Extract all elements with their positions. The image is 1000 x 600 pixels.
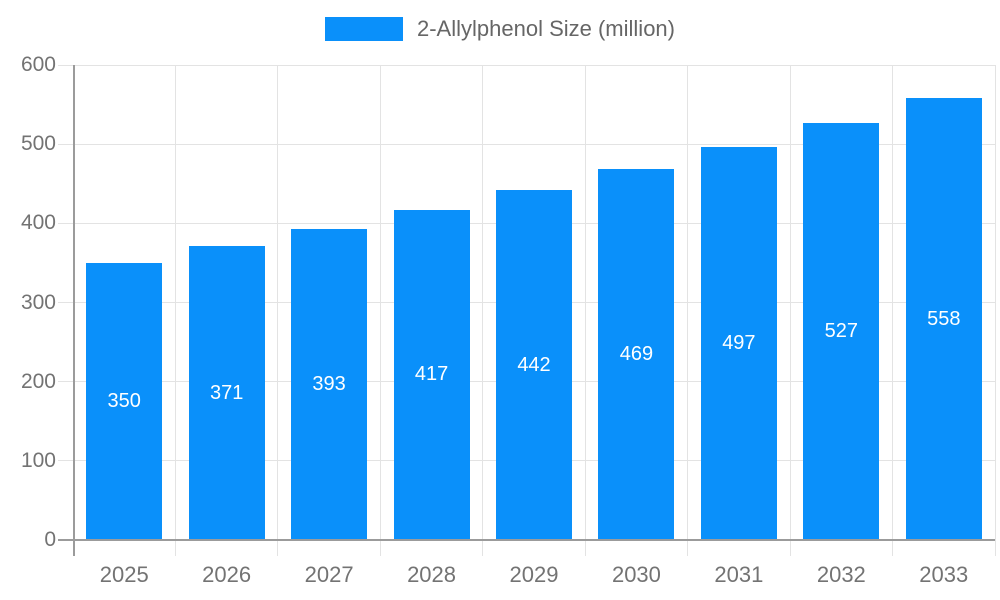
bar-2026: 371 bbox=[188, 246, 265, 540]
x-tick-label: 2029 bbox=[509, 562, 559, 587]
bar-value-label: 371 bbox=[209, 381, 244, 404]
x-tick-label: 2025 bbox=[99, 562, 149, 587]
bar-value-label: 442 bbox=[517, 353, 551, 376]
bar-2032: 527 bbox=[803, 122, 880, 540]
y-axis-line bbox=[73, 65, 75, 556]
gridline-v bbox=[892, 65, 894, 556]
bar-2029: 442 bbox=[496, 190, 572, 540]
gridline-v bbox=[277, 65, 279, 556]
gridline-h bbox=[58, 143, 995, 145]
gridline-h bbox=[58, 64, 995, 66]
bar-2025: 350 bbox=[86, 262, 163, 540]
y-tick-label: 200 bbox=[20, 369, 56, 393]
x-tick-label: 2032 bbox=[816, 562, 866, 587]
gridline-v bbox=[379, 65, 381, 556]
x-axis-line bbox=[58, 539, 995, 541]
bar-value-label: 469 bbox=[619, 342, 654, 365]
x-tick-label: 2030 bbox=[611, 562, 661, 587]
bar-2033: 558 bbox=[905, 98, 982, 540]
gridline-v bbox=[584, 65, 586, 556]
y-tick-label: 0 bbox=[44, 528, 56, 551]
bar-value-label: 417 bbox=[414, 363, 449, 386]
gridline-v bbox=[687, 65, 689, 556]
bar-2030: 469 bbox=[598, 168, 675, 540]
legend-swatch-icon bbox=[325, 17, 403, 41]
gridline-v bbox=[174, 65, 176, 556]
x-tick-label: 2033 bbox=[919, 562, 969, 587]
plot-area: 0 100 200 300 400 500 600 350 2025 371 2026 393 2027… bbox=[21, 53, 996, 587]
y-tick-label: 400 bbox=[20, 211, 56, 235]
bar-value-label: 527 bbox=[824, 319, 859, 342]
bar-value-label: 350 bbox=[107, 389, 141, 412]
y-tick-label: 500 bbox=[20, 132, 56, 156]
x-tick-label: 2026 bbox=[202, 562, 252, 587]
bar-value-label: 393 bbox=[312, 372, 346, 395]
legend-label: 2-Allylphenol Size (million) bbox=[417, 16, 675, 41]
y-tick-label: 600 bbox=[20, 53, 56, 76]
gridline-v bbox=[789, 65, 791, 556]
bar-value-label: 497 bbox=[722, 331, 756, 354]
bar-value-label: 558 bbox=[927, 307, 961, 330]
x-tick-label: 2028 bbox=[407, 562, 457, 587]
y-tick-label: 300 bbox=[20, 290, 56, 314]
gridline-v bbox=[994, 65, 996, 556]
y-tick-label: 100 bbox=[20, 448, 56, 472]
x-tick-label: 2027 bbox=[304, 562, 354, 587]
legend[interactable]: 2-Allylphenol Size (million) bbox=[0, 16, 1000, 42]
bar-2031: 497 bbox=[700, 146, 777, 540]
bar-2027: 393 bbox=[291, 228, 368, 540]
gridline-v bbox=[482, 65, 484, 556]
bar-2028: 417 bbox=[393, 209, 470, 540]
x-tick-label: 2031 bbox=[714, 562, 764, 587]
